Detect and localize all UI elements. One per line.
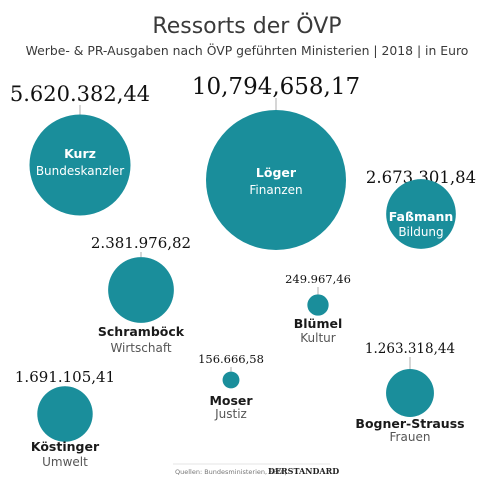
bubble (206, 110, 346, 250)
department-label: Frauen (390, 430, 431, 444)
bubble (29, 114, 131, 216)
brand-logo: DERSTANDARD (268, 466, 339, 476)
value-label: 249.967,46 (285, 272, 351, 286)
minister-name: Löger (256, 165, 297, 180)
department-label: Umwelt (42, 455, 88, 469)
department-label: Wirtschaft (110, 341, 171, 355)
bubble (37, 386, 93, 442)
bubble-layer: 5.620.382,44 Kurz Bundeskanzler 10,794,658,… (10, 74, 476, 469)
minister-name: Kurz (64, 146, 96, 161)
bubble (386, 179, 456, 249)
department-label: Kultur (300, 331, 336, 345)
department-label: Justiz (214, 407, 247, 421)
value-label: 2.381.976,82 (91, 234, 191, 252)
minister-name: Blümel (294, 316, 343, 331)
department-label: Bundeskanzler (36, 164, 124, 178)
department-label: Bildung (398, 225, 443, 239)
value-label: 10,794,658,17 (192, 74, 360, 100)
bubble-group-l-ger: 10,794,658,17 Löger Finanzen (192, 74, 360, 250)
bubble-group-schramb-ck: 2.381.976,82 Schramböck Wirtschaft (91, 234, 191, 355)
department-label: Finanzen (249, 183, 302, 197)
bubble (108, 257, 174, 323)
value-label: 5.620.382,44 (10, 82, 150, 106)
minister-name: Moser (209, 393, 253, 408)
chart-subtitle: Werbe- & PR-Ausgaben nach ÖVP geführten … (26, 42, 469, 58)
minister-name: Bogner-Strauss (355, 416, 464, 431)
bubble-group-kurz: 5.620.382,44 Kurz Bundeskanzler (10, 82, 150, 216)
source-note: Quellen: Bundesministerien, SPÖ | (175, 467, 287, 476)
value-label: 1.691.105,41 (15, 368, 115, 386)
minister-name: Köstinger (31, 439, 100, 454)
value-label: 1.263.318,44 (365, 341, 455, 357)
minister-name: Schramböck (98, 324, 185, 339)
minister-name: Faßmann (389, 209, 454, 224)
bubble (307, 294, 329, 316)
chart-title: Ressorts der ÖVP (152, 13, 341, 39)
bubble (222, 371, 240, 389)
bubble (386, 369, 434, 417)
value-label: 156.666,58 (198, 352, 264, 366)
value-label: 2.673.301,84 (366, 168, 476, 187)
